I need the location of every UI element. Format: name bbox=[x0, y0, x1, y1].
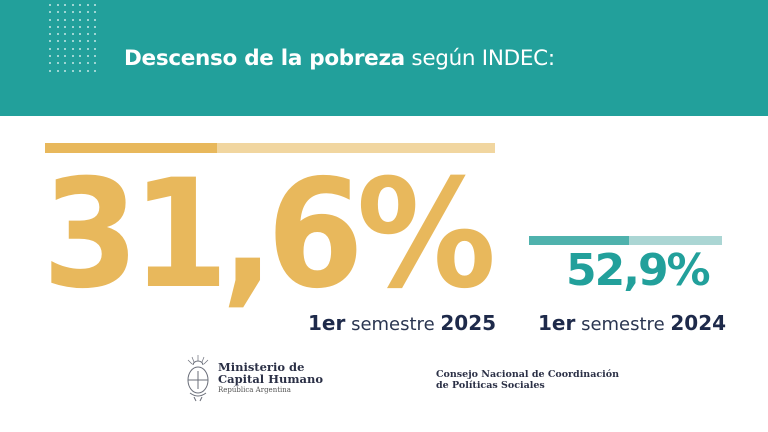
dot bbox=[71, 55, 74, 58]
title-bold: Descenso de la pobreza bbox=[124, 46, 405, 71]
dot bbox=[94, 69, 96, 72]
dot bbox=[79, 69, 81, 72]
dot bbox=[71, 25, 74, 28]
dot bbox=[64, 33, 66, 36]
bar-fill-2024 bbox=[529, 236, 629, 245]
dot bbox=[56, 25, 59, 28]
dot bbox=[64, 62, 66, 65]
dot bbox=[64, 4, 66, 6]
ministry-name-line2: Capital Humano bbox=[218, 372, 324, 386]
dot bbox=[71, 33, 74, 36]
period-word: semestre bbox=[345, 314, 441, 335]
bar-rest-2024 bbox=[629, 236, 722, 245]
council-name-line1: Consejo Nacional de Coordinación bbox=[436, 369, 620, 380]
dot bbox=[56, 55, 59, 58]
dot bbox=[79, 47, 81, 50]
dot bbox=[79, 40, 81, 43]
dot bbox=[79, 4, 81, 6]
page-title: Descenso de la pobreza según INDEC: bbox=[124, 46, 555, 71]
dot bbox=[56, 18, 59, 21]
dot bbox=[64, 11, 66, 14]
dot bbox=[64, 40, 66, 43]
dot bbox=[86, 47, 89, 50]
dot bbox=[71, 18, 74, 21]
dot bbox=[94, 33, 96, 36]
dot bbox=[94, 40, 96, 43]
header-banner: Descenso de la pobreza según INDEC: bbox=[0, 0, 768, 116]
dot bbox=[71, 4, 74, 6]
dot bbox=[86, 18, 89, 21]
dot bbox=[86, 33, 89, 36]
bar-fill-2025 bbox=[45, 143, 217, 153]
period-year: 2025 bbox=[440, 311, 497, 335]
period-year: 2024 bbox=[670, 311, 727, 335]
dot bbox=[49, 11, 51, 14]
dot bbox=[56, 62, 59, 65]
dot bbox=[86, 69, 89, 72]
coat-of-arms-icon bbox=[187, 355, 209, 402]
dot bbox=[49, 4, 51, 6]
poverty-rate-2025: 31,6% bbox=[42, 148, 496, 322]
dot bbox=[56, 4, 59, 6]
dot bbox=[56, 33, 59, 36]
dot bbox=[86, 62, 89, 65]
dot bbox=[79, 62, 81, 65]
period-label-2024: 1er semestre 2024 bbox=[538, 311, 726, 337]
dot bbox=[79, 55, 81, 58]
council-logo: Consejo Nacional de Coordinación de Polí… bbox=[436, 369, 619, 391]
dot-grid-decoration bbox=[47, 2, 100, 75]
dot bbox=[49, 25, 51, 28]
ministry-country: República Argentina bbox=[218, 386, 291, 394]
dot bbox=[94, 4, 96, 6]
dot bbox=[49, 62, 51, 65]
dot bbox=[64, 55, 66, 58]
dot bbox=[64, 25, 66, 28]
dot bbox=[71, 40, 74, 43]
council-name-line2: de Políticas Sociales bbox=[436, 380, 545, 391]
dot bbox=[49, 40, 51, 43]
dot bbox=[56, 40, 59, 43]
dot bbox=[64, 69, 66, 72]
dot bbox=[86, 40, 89, 43]
period-label-2025: 1er semestre 2025 bbox=[308, 311, 496, 337]
dot bbox=[86, 4, 89, 6]
dot bbox=[49, 69, 51, 72]
ministry-logo: Ministerio de Capital Humano República A… bbox=[184, 353, 323, 403]
period-prefix: 1er bbox=[308, 311, 346, 335]
progress-bar-2025 bbox=[45, 143, 495, 153]
dot bbox=[71, 62, 74, 65]
period-word: semestre bbox=[575, 314, 671, 335]
dot bbox=[49, 33, 51, 36]
ministry-name-line1: Ministerio de bbox=[218, 360, 305, 374]
dot bbox=[71, 69, 74, 72]
dot bbox=[56, 69, 59, 72]
dot bbox=[56, 47, 59, 50]
dot bbox=[94, 55, 96, 58]
dot bbox=[56, 11, 59, 14]
title-regular: según INDEC: bbox=[404, 46, 555, 71]
dot bbox=[94, 11, 96, 14]
dot bbox=[94, 18, 96, 21]
dot bbox=[49, 55, 51, 58]
bar-rest-2025 bbox=[217, 143, 495, 153]
dot bbox=[79, 11, 81, 14]
dot bbox=[94, 62, 96, 65]
dot bbox=[79, 25, 81, 28]
period-prefix: 1er bbox=[538, 311, 576, 335]
dot bbox=[71, 47, 74, 50]
dot bbox=[94, 47, 96, 50]
dot bbox=[79, 18, 81, 21]
dot bbox=[64, 18, 66, 21]
dot bbox=[49, 18, 51, 21]
dot bbox=[86, 11, 89, 14]
dot bbox=[49, 47, 51, 50]
progress-bar-2024 bbox=[529, 236, 722, 245]
dot bbox=[94, 25, 96, 28]
dot bbox=[64, 47, 66, 50]
dot bbox=[71, 11, 74, 14]
dot bbox=[86, 55, 89, 58]
dot bbox=[79, 33, 81, 36]
poverty-rate-2024: 52,9% bbox=[566, 245, 711, 296]
dot bbox=[86, 25, 89, 28]
